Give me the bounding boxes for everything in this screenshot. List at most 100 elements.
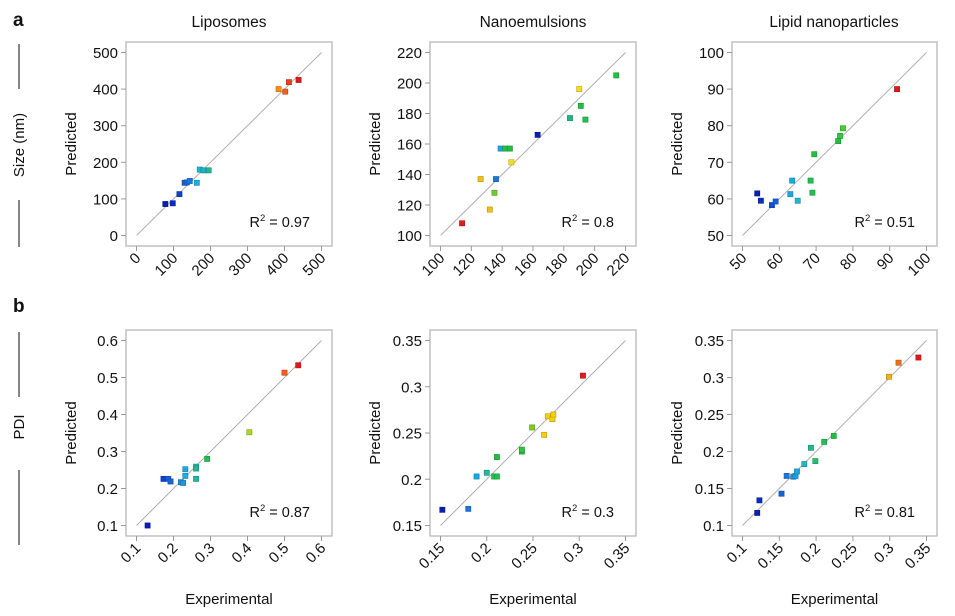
x-tick-label: 0 xyxy=(126,250,144,268)
y-tick-label: 200 xyxy=(93,155,118,172)
data-point xyxy=(465,505,472,512)
y-axis-title: Predicted xyxy=(63,112,80,175)
data-point xyxy=(193,179,200,186)
y-tick-label: 0.1 xyxy=(97,518,118,535)
data-point xyxy=(801,461,808,467)
x-tick-label: 70 xyxy=(800,250,824,274)
x-tick-label: 90 xyxy=(874,250,898,274)
r-squared-annotation: R2 = 0.3 xyxy=(562,503,614,521)
data-point xyxy=(477,176,484,182)
identity-line xyxy=(440,340,626,526)
data-point xyxy=(757,197,764,204)
data-point xyxy=(160,475,167,482)
data-point xyxy=(506,145,513,152)
data-point xyxy=(830,433,837,439)
y-tick-label: 0.3 xyxy=(401,379,422,396)
y-tick-label: 0.15 xyxy=(393,518,422,535)
y-tick-label: 70 xyxy=(707,155,724,172)
data-point xyxy=(494,473,500,480)
data-point xyxy=(182,466,189,473)
panel-b-lipid-nanoparticles: 0.10.150.20.250.30.350.1 0.15 0.2 0.25 0.3 0.… xyxy=(669,329,938,608)
data-point xyxy=(754,510,761,516)
y-tick-label: 50 xyxy=(707,228,724,245)
r-squared-value: = 0.81 xyxy=(870,505,915,521)
data-point xyxy=(808,444,814,451)
r-squared-prefix: R xyxy=(854,505,864,521)
x-tick-label: 0.2 xyxy=(155,540,182,567)
data-point xyxy=(281,369,288,376)
row-label-size: Size (nm) xyxy=(11,113,28,177)
r-squared-prefix: R xyxy=(562,215,572,231)
data-point xyxy=(486,206,493,213)
r-squared-annotation: R2 = 0.87 xyxy=(249,503,310,521)
x-tick-label: 220 xyxy=(604,250,634,280)
r-squared-superscript: 2 xyxy=(865,213,870,224)
y-tick-label: 100 xyxy=(93,191,118,208)
row-label-pdi: PDI xyxy=(11,414,28,439)
r-squared-value: = 0.87 xyxy=(265,505,310,521)
r-squared-annotation: R2 = 0.8 xyxy=(562,213,614,231)
x-tick-label: 0.25 xyxy=(828,540,861,573)
y-tick-label: 0.5 xyxy=(97,370,118,387)
y-tick-label: 100 xyxy=(397,228,422,245)
data-point xyxy=(162,201,169,207)
x-axis-title: Experimental xyxy=(791,591,879,608)
y-tick-label: 0.35 xyxy=(695,333,724,350)
x-axis-title: Experimental xyxy=(185,591,273,608)
identity-line xyxy=(440,52,626,236)
r-squared-prefix: R xyxy=(562,505,572,521)
y-tick-label: 300 xyxy=(93,118,118,135)
data-point xyxy=(807,177,814,184)
data-point xyxy=(473,473,480,480)
x-tick-label: 300 xyxy=(226,250,256,280)
data-point xyxy=(483,469,490,476)
data-point xyxy=(778,490,785,497)
y-tick-label: 180 xyxy=(397,106,422,123)
data-point xyxy=(144,522,151,529)
r-squared-annotation: R2 = 0.51 xyxy=(854,213,915,231)
r-squared-prefix: R xyxy=(249,505,259,521)
data-point xyxy=(577,102,584,109)
data-point xyxy=(915,354,922,361)
x-tick-label: 500 xyxy=(300,250,330,280)
y-tick-label: 100 xyxy=(699,45,724,62)
x-tick-label: 100 xyxy=(152,250,182,280)
r-squared-annotation: R2 = 0.97 xyxy=(249,213,310,231)
y-tick-label: 0.15 xyxy=(695,481,724,498)
data-point xyxy=(794,197,801,204)
x-tick-label: 0.5 xyxy=(266,540,293,567)
y-tick-label: 0 xyxy=(110,228,118,245)
data-point xyxy=(508,159,515,166)
data-point xyxy=(811,151,818,158)
data-point xyxy=(613,72,620,79)
data-point xyxy=(756,497,763,504)
x-tick-label: 100 xyxy=(905,250,935,280)
data-point xyxy=(286,79,292,86)
data-point xyxy=(787,191,794,198)
data-point xyxy=(772,198,779,205)
x-tick-label: 80 xyxy=(837,250,861,274)
r-squared-superscript: 2 xyxy=(260,213,265,224)
y-tick-label: 0.6 xyxy=(97,333,118,350)
data-point xyxy=(886,373,892,380)
x-tick-label: 100 xyxy=(419,250,449,280)
data-point xyxy=(459,220,465,227)
x-tick-label: 0.2 xyxy=(797,540,824,567)
y-tick-label: 0.2 xyxy=(401,472,422,489)
data-point xyxy=(529,424,535,431)
x-tick-label: 200 xyxy=(189,250,219,280)
r-squared-superscript: 2 xyxy=(865,503,870,514)
y-tick-label: 0.2 xyxy=(97,481,118,498)
column-title-lipid-nanoparticles: Lipid nanoparticles xyxy=(769,14,899,31)
identity-line xyxy=(742,340,927,526)
y-tick-label: 0.25 xyxy=(695,407,724,424)
column-title-nanoemulsions: Nanoemulsions xyxy=(480,14,587,31)
data-point xyxy=(193,475,199,482)
data-point xyxy=(895,359,902,366)
x-tick-label: 0.6 xyxy=(303,540,330,567)
x-tick-label: 140 xyxy=(480,250,510,280)
x-tick-label: 0.1 xyxy=(118,540,145,567)
x-tick-label: 60 xyxy=(763,250,787,274)
y-axis-title: Predicted xyxy=(367,401,384,464)
